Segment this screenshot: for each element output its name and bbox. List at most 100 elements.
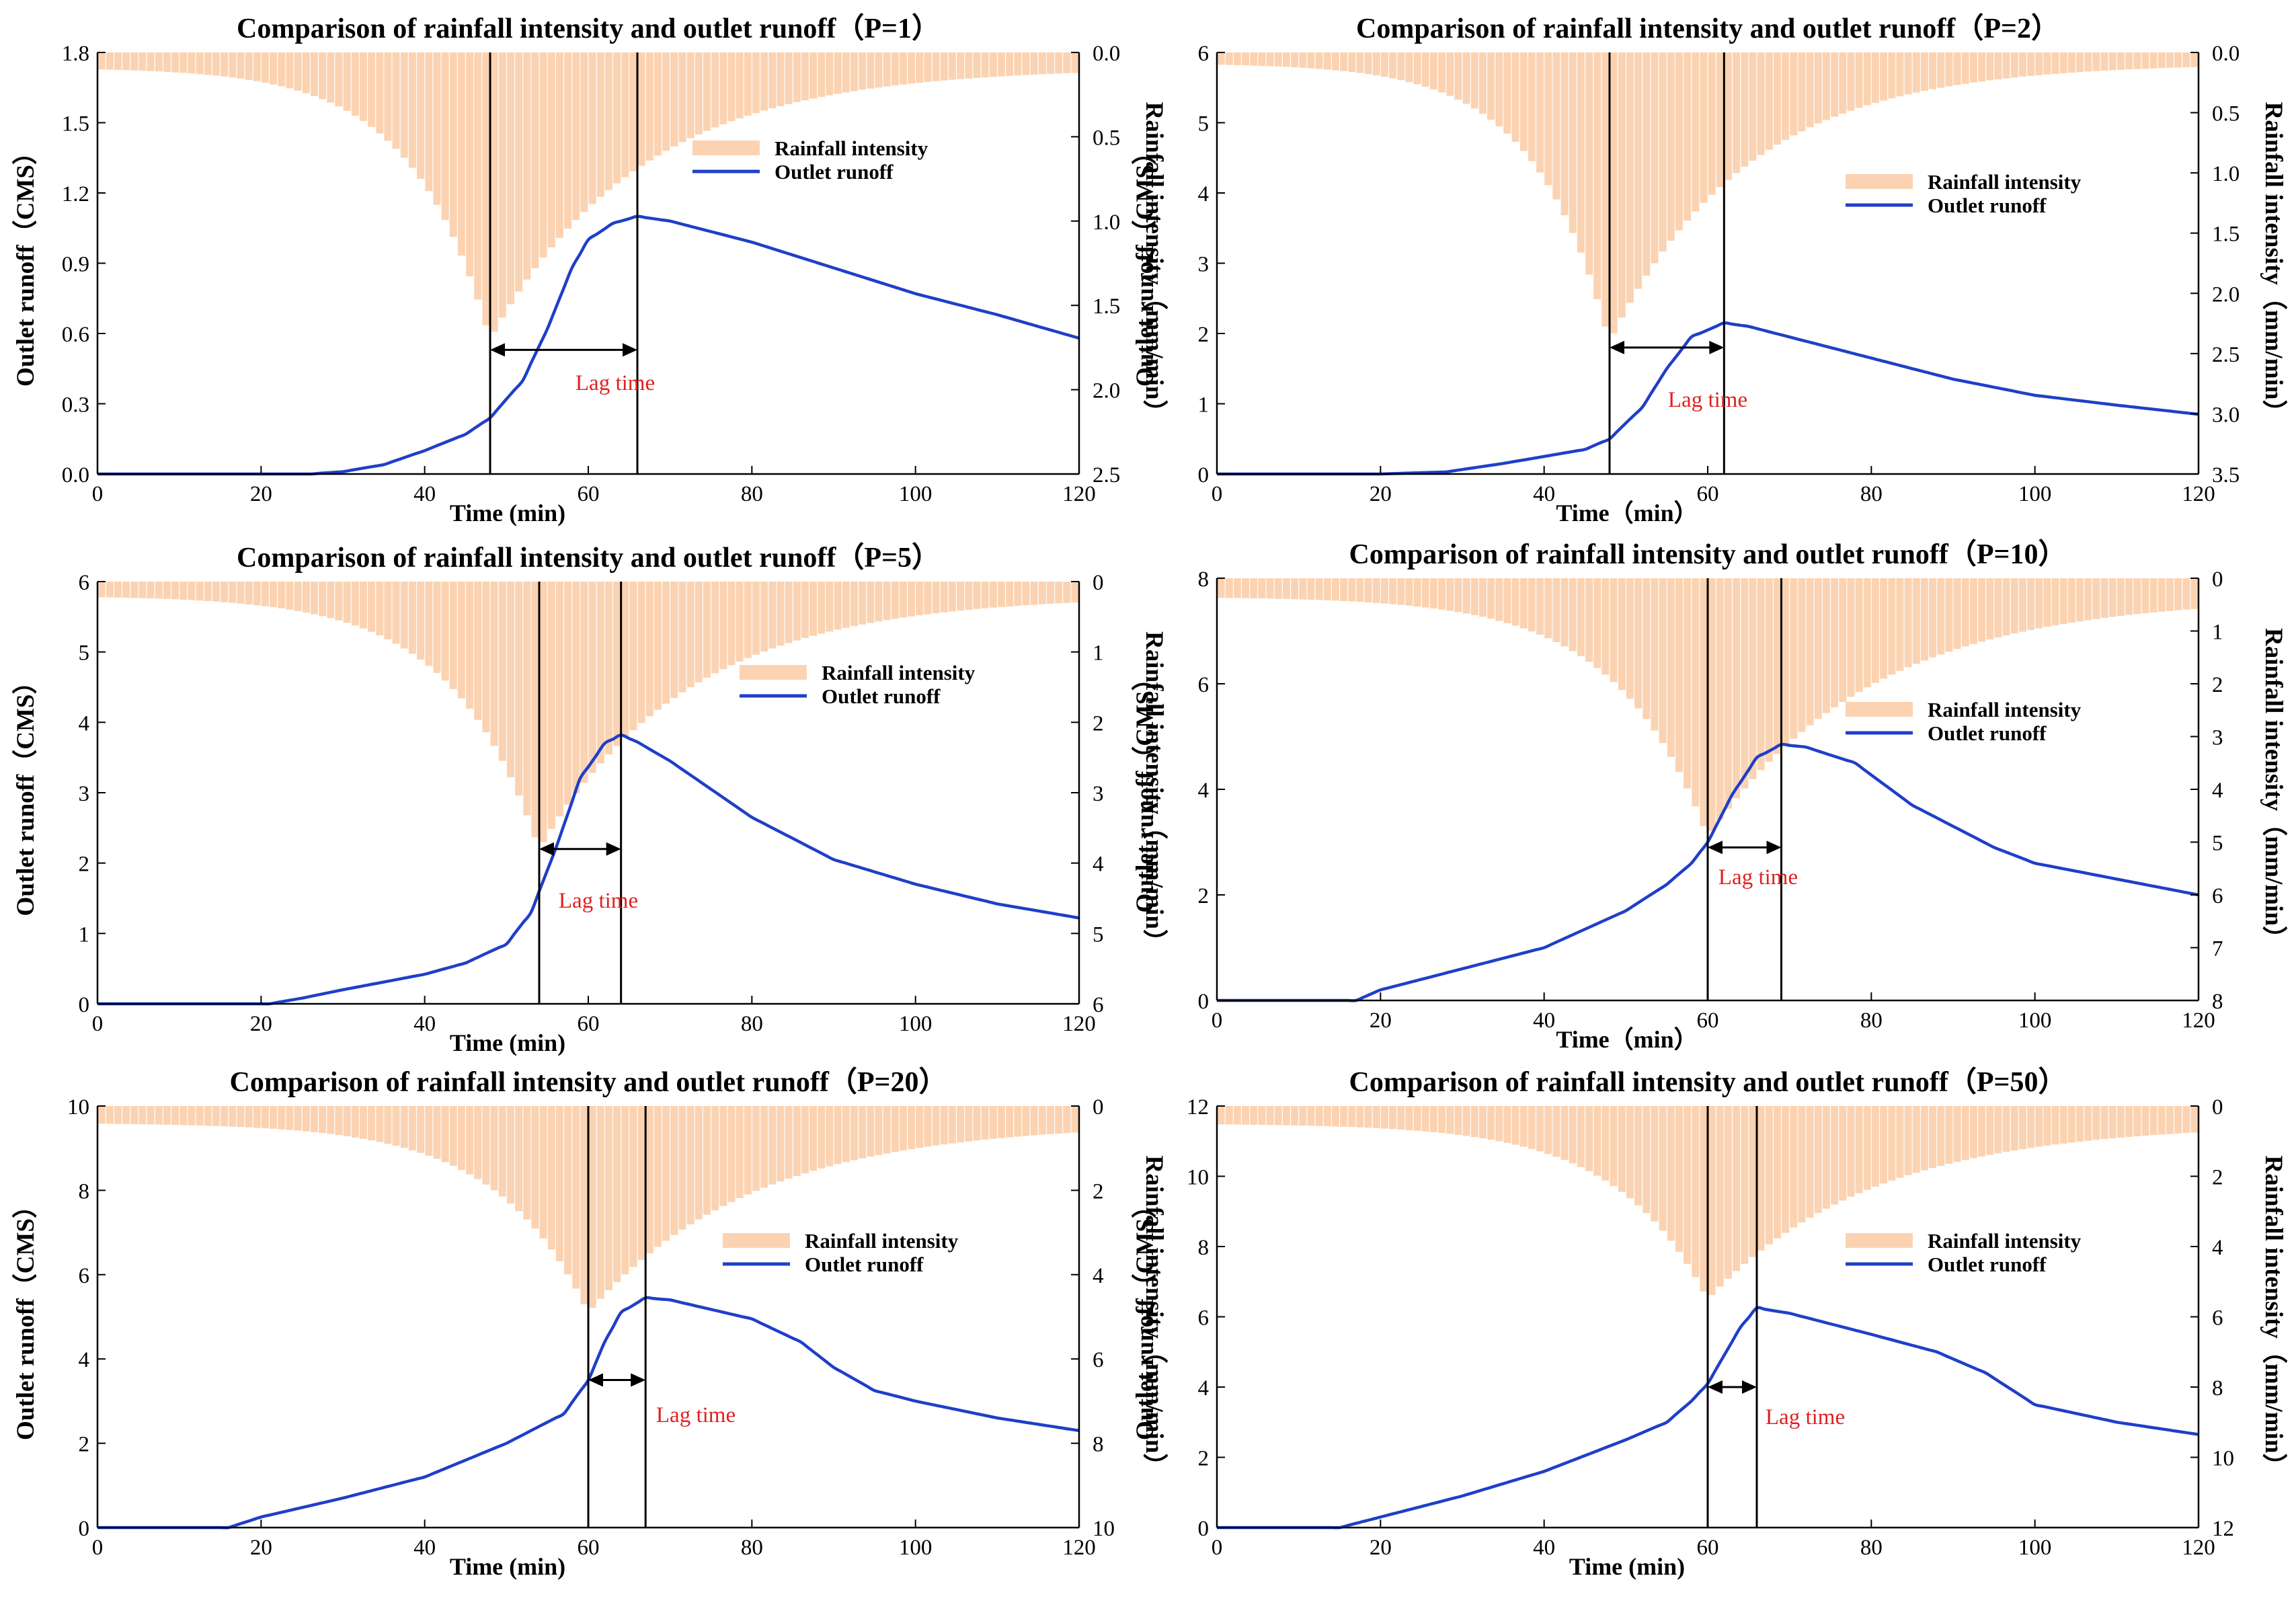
rain-bar — [613, 1106, 621, 1282]
rain-bar — [2043, 52, 2051, 75]
rain-bar — [2182, 52, 2190, 68]
rain-bar — [1511, 1106, 1519, 1145]
legend-swatch-rain — [692, 141, 760, 155]
y2-tick-label: 6 — [2212, 1306, 2223, 1331]
rain-bars — [97, 582, 1079, 842]
rain-bar — [2076, 52, 2084, 73]
rain-bar — [2018, 578, 2026, 632]
rain-bar — [891, 1106, 899, 1152]
rain-bar — [261, 1106, 269, 1129]
rain-bar — [1340, 52, 1348, 71]
rain-bar — [564, 582, 572, 805]
rain-bar — [261, 582, 269, 606]
rain-bar — [588, 582, 596, 773]
lag-arrow-head-right — [1742, 1380, 1757, 1394]
rain-bar — [809, 1106, 818, 1171]
rain-bar — [1806, 578, 1814, 725]
rain-bar — [1929, 578, 1937, 658]
rain-bar — [1577, 578, 1585, 656]
rain-bar — [891, 52, 899, 86]
rain-bar — [155, 582, 163, 599]
rain-bar — [826, 1106, 834, 1167]
rain-bar — [2133, 578, 2141, 615]
rain-bar — [678, 52, 686, 143]
rain-bar — [2092, 578, 2100, 619]
rain-bar — [1822, 1106, 1830, 1209]
rain-bar — [310, 52, 318, 96]
rain-bar — [1519, 578, 1528, 629]
y-tick-label: 8 — [1198, 1236, 1210, 1260]
y2-tick-label: 3.5 — [2212, 463, 2240, 487]
rain-bar — [1014, 52, 1022, 76]
rain-bar — [490, 52, 498, 332]
rain-bar — [204, 582, 212, 601]
y2-tick-label: 0.0 — [1093, 42, 1120, 66]
rain-bar — [2076, 578, 2084, 622]
x-tick-label: 80 — [741, 482, 763, 506]
rain-bar — [932, 1106, 940, 1146]
rain-bar — [1642, 578, 1651, 719]
rain-bar — [1953, 52, 1961, 85]
rain-bar — [180, 52, 188, 73]
rain-bar — [1593, 578, 1601, 668]
rain-bar — [1904, 578, 1912, 668]
rain-bar — [1724, 1106, 1732, 1279]
rain-bar — [245, 1106, 253, 1128]
rain-bar — [1790, 1106, 1798, 1228]
rain-bar — [1978, 52, 1986, 82]
rain-bar — [1454, 1106, 1462, 1135]
y2-axis-label: Rainfall intensity（mm/min） — [1140, 631, 1169, 954]
rain-bar — [1055, 1106, 1063, 1134]
rain-bar — [867, 52, 875, 89]
lag-arrow-head-left — [1610, 340, 1624, 354]
x-tick-label: 100 — [2018, 482, 2052, 506]
rain-bar — [695, 52, 703, 134]
rain-bar — [270, 582, 278, 608]
y-tick-label: 4 — [79, 1348, 90, 1372]
rain-bar — [1242, 578, 1250, 598]
rain-bar — [1014, 582, 1022, 606]
rain-bar — [629, 582, 637, 731]
chart-title: Comparison of rainfall intensity and out… — [230, 1066, 947, 1098]
rain-bar — [310, 582, 318, 615]
rain-bar — [1405, 578, 1413, 606]
lag-time-label: Lag time — [1766, 1405, 1845, 1429]
y2-tick-label: 10 — [2212, 1447, 2234, 1471]
rain-bar — [2043, 578, 2051, 627]
rain-bar — [662, 1106, 670, 1241]
y2-tick-label: 2 — [2212, 673, 2223, 697]
x-tick-label: 80 — [741, 1012, 763, 1036]
y-tick-label: 0.0 — [62, 463, 89, 487]
rain-bar — [2092, 1106, 2100, 1140]
rain-bar — [826, 52, 834, 95]
y2-tick-label: 2 — [1093, 1179, 1104, 1204]
rain-bar — [368, 1106, 376, 1141]
rain-bar — [1315, 578, 1323, 600]
x-tick-label: 80 — [1860, 1536, 1883, 1560]
chart-panel-p2: 0 20 40 60 80 100 120 0 1 2 3 4 5 6 0.0 0.5 1.0 1.5 2.0 2.5… — [1131, 13, 2288, 526]
rain-bar — [1560, 1106, 1569, 1160]
y2-tick-label: 0 — [1093, 1095, 1104, 1119]
rain-bar — [1454, 52, 1462, 100]
rain-bar — [1315, 52, 1323, 69]
rain-bar — [2059, 578, 2067, 625]
rain-bar — [564, 1106, 572, 1275]
rain-bar — [515, 582, 523, 796]
rain-bar — [957, 1106, 965, 1143]
rain-bar — [645, 1106, 654, 1253]
rain-bar — [2027, 578, 2035, 630]
rain-bar — [1307, 52, 1315, 69]
rain-bar — [1495, 1106, 1503, 1142]
rain-bar — [351, 582, 359, 626]
rain-bar — [1006, 52, 1014, 76]
lag-arrow-head-right — [1766, 840, 1782, 855]
rain-bar — [654, 582, 662, 710]
rain-bar — [229, 582, 237, 603]
rain-bar — [1904, 52, 1912, 95]
rain-bar — [686, 52, 695, 139]
rain-bar — [1389, 52, 1397, 79]
rain-bar — [1503, 52, 1511, 134]
y2-tick-label: 6 — [1093, 993, 1104, 1017]
rain-bar — [1307, 578, 1315, 600]
y-tick-label: 0 — [1198, 990, 1210, 1014]
